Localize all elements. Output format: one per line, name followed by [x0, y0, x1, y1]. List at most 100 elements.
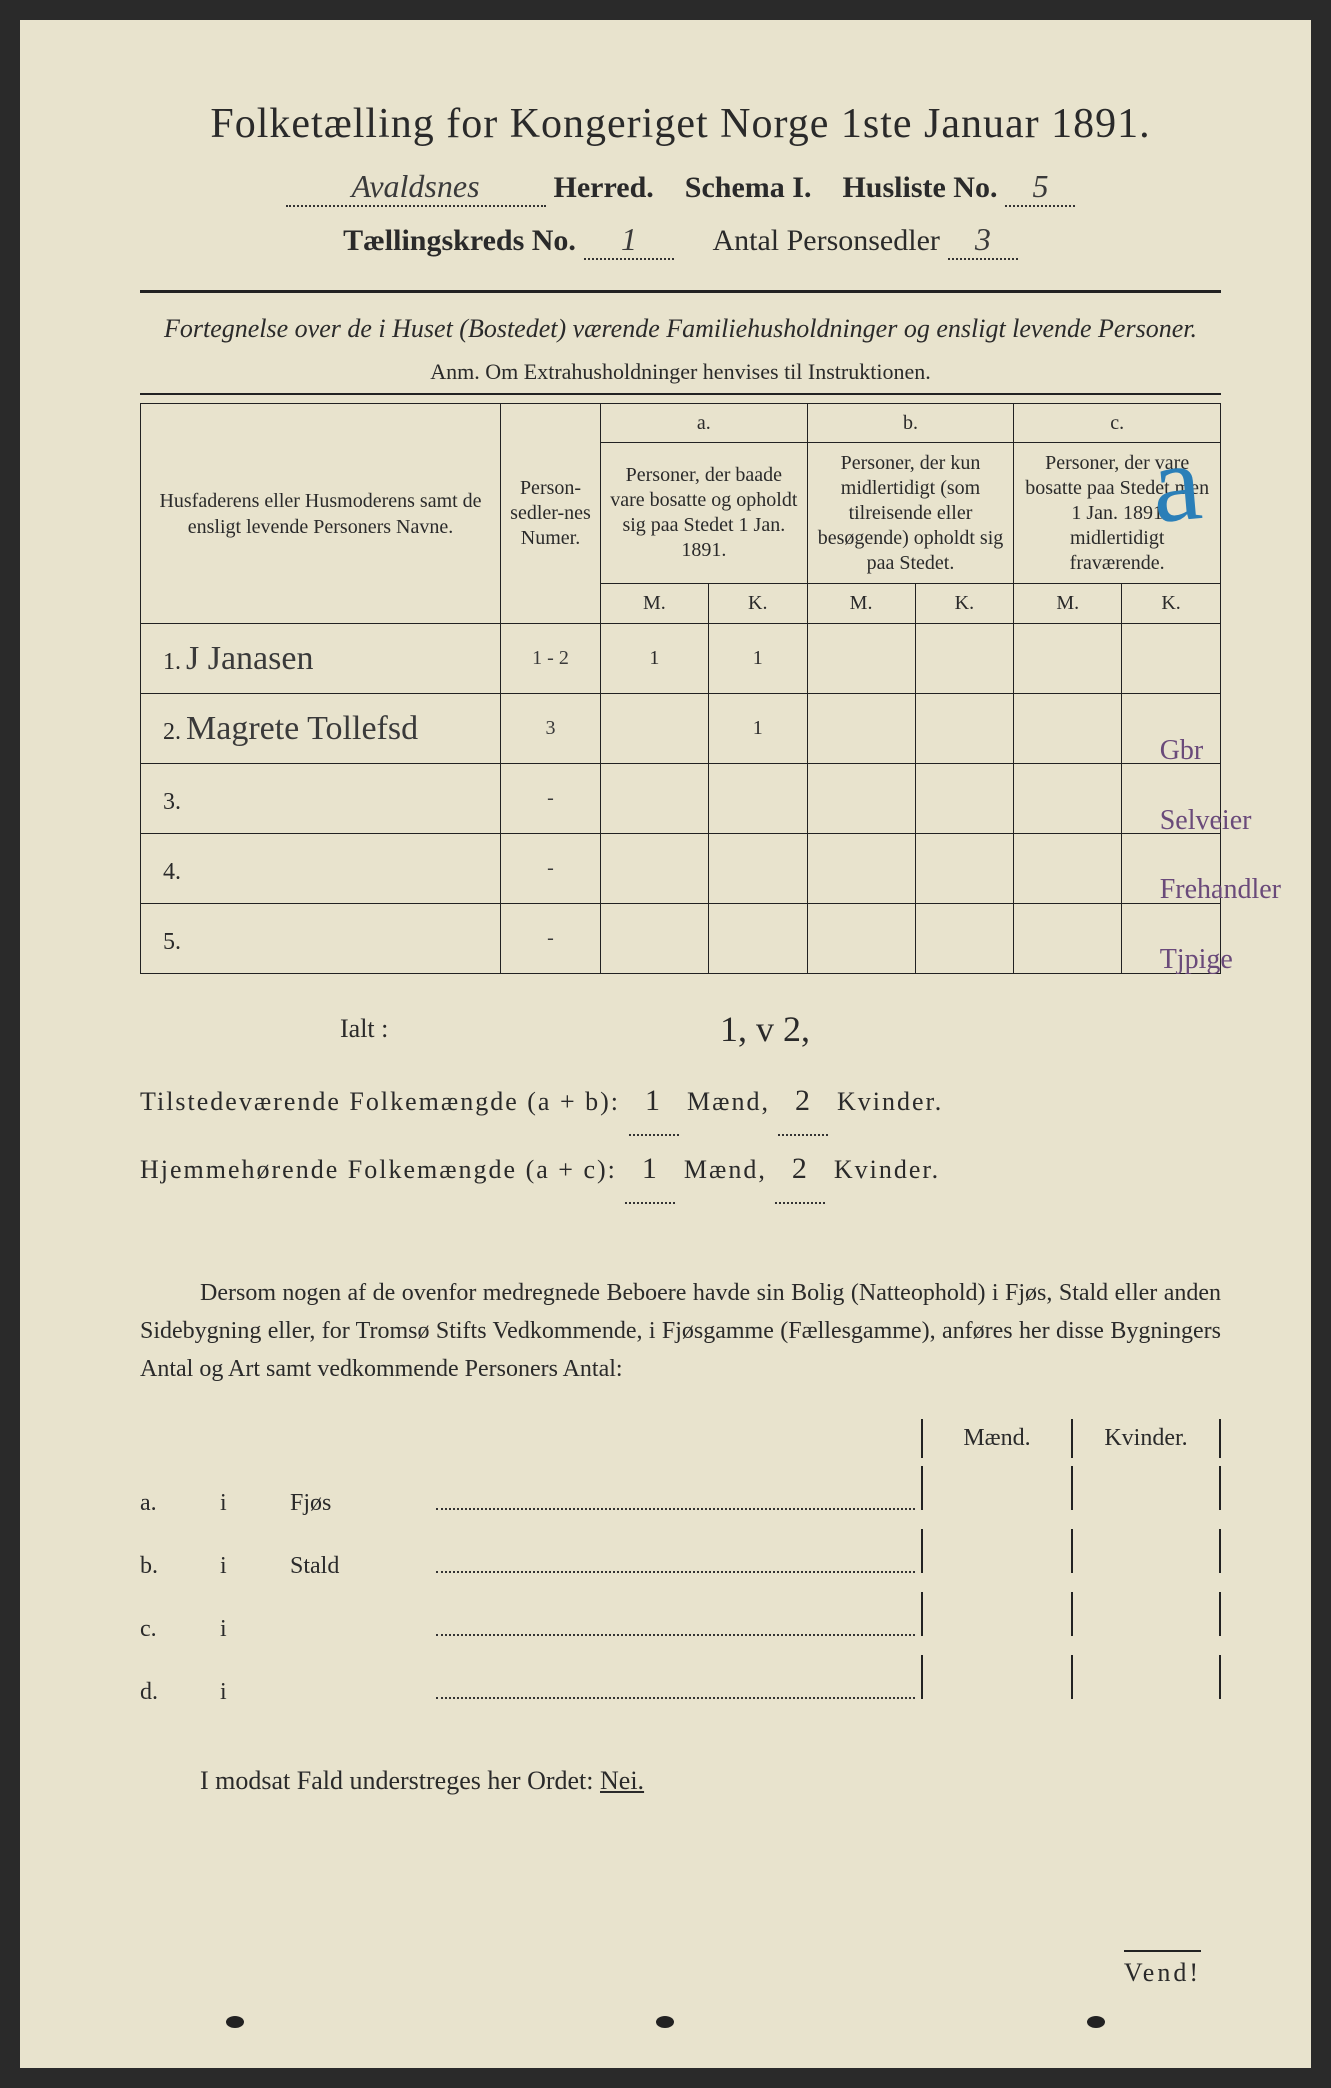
row-cell: 1. J Janasen [141, 624, 501, 694]
bk-cell [915, 834, 1014, 904]
margin-note: Selveier [1160, 790, 1281, 852]
main-title: Folketælling for Kongeriget Norge 1ste J… [140, 100, 1221, 148]
tilstede-m: 1 [629, 1068, 679, 1136]
building-row: c.i [140, 1592, 1221, 1643]
antal-label: Antal Personsedler [712, 224, 939, 258]
col-a-m: M. [601, 584, 709, 624]
ak-cell [708, 834, 807, 904]
col-b-m: M. [807, 584, 915, 624]
husliste-label: Husliste No. [842, 171, 997, 205]
bldg-i: i [220, 1553, 290, 1580]
col-c-m: M. [1014, 584, 1122, 624]
col-b-top: b. [807, 404, 1014, 443]
bldg-mk-header: Mænd. Kvinder. [140, 1419, 1221, 1458]
ak-cell: 1 [708, 694, 807, 764]
ialt-line: Ialt : 1, v 2, [340, 1000, 1221, 1057]
bldg-k-cell [1071, 1592, 1221, 1636]
am-cell: 1 [601, 624, 709, 694]
bm-cell [807, 624, 915, 694]
bm-cell [807, 834, 915, 904]
bk-cell [915, 624, 1014, 694]
bldg-dots [436, 1492, 915, 1510]
ialt-label: Ialt : [340, 1014, 388, 1043]
col-a-top: a. [601, 404, 808, 443]
bldg-counts [921, 1592, 1221, 1636]
totals-block: Ialt : 1, v 2, Tilstedeværende Folkemæng… [140, 1000, 1221, 1203]
bldg-letter: c. [140, 1616, 220, 1643]
title-block: Folketælling for Kongeriget Norge 1ste J… [140, 100, 1221, 260]
bldg-counts [921, 1655, 1221, 1699]
col-b-header: Personer, der kun midlertidigt (som tilr… [807, 443, 1014, 584]
row-cell: 4. [141, 834, 501, 904]
bm-cell [807, 764, 915, 834]
ak-cell [708, 764, 807, 834]
bldg-letter: a. [140, 1490, 220, 1517]
col-names-header: Husfaderens eller Husmoderens samt de en… [141, 404, 501, 624]
schema-label: Schema I. [685, 171, 812, 205]
kvinder-label: Kvinder. [837, 1087, 943, 1116]
punch-hole-icon [226, 2016, 244, 2028]
tilstede-line: Tilstedeværende Folkemængde (a + b): 1 M… [140, 1068, 1221, 1136]
herred-line: Avaldsnes Herred. Schema I. Husliste No.… [140, 168, 1221, 207]
maend-label: Mænd, [687, 1087, 770, 1116]
margin-note: Gbr [1160, 720, 1281, 782]
herred-value: Avaldsnes [286, 168, 546, 207]
numer-cell: - [501, 904, 601, 974]
bk-cell [915, 904, 1014, 974]
bldg-k-cell [1071, 1466, 1221, 1510]
household-table: Husfaderens eller Husmoderens samt de en… [140, 403, 1221, 974]
kreds-value: 1 [584, 221, 674, 260]
bldg-dots [436, 1618, 915, 1636]
kreds-line: Tællingskreds No. 1 Antal Personsedler 3 [140, 221, 1221, 260]
bldg-k-cell [1071, 1655, 1221, 1699]
cm-cell [1014, 624, 1122, 694]
hjemme-line: Hjemmehørende Folkemængde (a + c): 1 Mæn… [140, 1136, 1221, 1204]
bldg-dots [436, 1681, 915, 1699]
am-cell [601, 904, 709, 974]
table-row: 3. - [141, 764, 1221, 834]
kvinder-label: Kvinder. [834, 1155, 940, 1184]
row-cell: 3. [141, 764, 501, 834]
col-a-header: Personer, der baade vare bosatte og opho… [601, 443, 808, 584]
tilstede-label: Tilstedeværende Folkemængde (a + b): [140, 1087, 620, 1116]
bldg-name: Fjøs [290, 1490, 430, 1517]
ialt-handwritten: 1, v 2, [720, 990, 810, 1069]
building-block: Mænd. Kvinder. a.iFjøsb.iStaldc.id.i [140, 1419, 1221, 1706]
table-row: 4. - [141, 834, 1221, 904]
row-cell: 2. Magrete Tollefsd [141, 694, 501, 764]
building-row: b.iStald [140, 1529, 1221, 1580]
bldg-m-cell [921, 1655, 1071, 1699]
ak-cell [708, 904, 807, 974]
bldg-kvinder-header: Kvinder. [1071, 1419, 1221, 1458]
am-cell [601, 694, 709, 764]
am-cell [601, 834, 709, 904]
ck-cell [1122, 624, 1221, 694]
building-row: a.iFjøs [140, 1466, 1221, 1517]
col-c-k: K. [1122, 584, 1221, 624]
husliste-value: 5 [1005, 168, 1075, 207]
census-form-page: Folketælling for Kongeriget Norge 1ste J… [20, 20, 1311, 2068]
antal-value: 3 [948, 221, 1018, 260]
margin-note: Frehandler [1160, 859, 1281, 921]
numer-cell: - [501, 834, 601, 904]
bldg-name: Stald [290, 1553, 430, 1580]
bldg-m-cell [921, 1466, 1071, 1510]
bldg-i: i [220, 1616, 290, 1643]
cm-cell [1014, 764, 1122, 834]
bk-cell [915, 764, 1014, 834]
bldg-counts [921, 1529, 1221, 1573]
subtitle: Fortegnelse over de i Huset (Bostedet) v… [140, 311, 1221, 347]
building-row: d.i [140, 1655, 1221, 1706]
bldg-i: i [220, 1679, 290, 1706]
table-row: 1. J Janasen1 - 211 [141, 624, 1221, 694]
ak-cell: 1 [708, 624, 807, 694]
cm-cell [1014, 694, 1122, 764]
bldg-i: i [220, 1490, 290, 1517]
punch-hole-icon [1087, 2016, 1105, 2028]
punch-holes [20, 2016, 1311, 2028]
maend-label: Mænd, [684, 1155, 767, 1184]
bldg-m-cell [921, 1529, 1071, 1573]
kreds-label: Tællingskreds No. [343, 224, 576, 258]
bldg-maend-header: Mænd. [921, 1419, 1071, 1458]
anm-note: Anm. Om Extrahusholdninger henvises til … [140, 359, 1221, 385]
